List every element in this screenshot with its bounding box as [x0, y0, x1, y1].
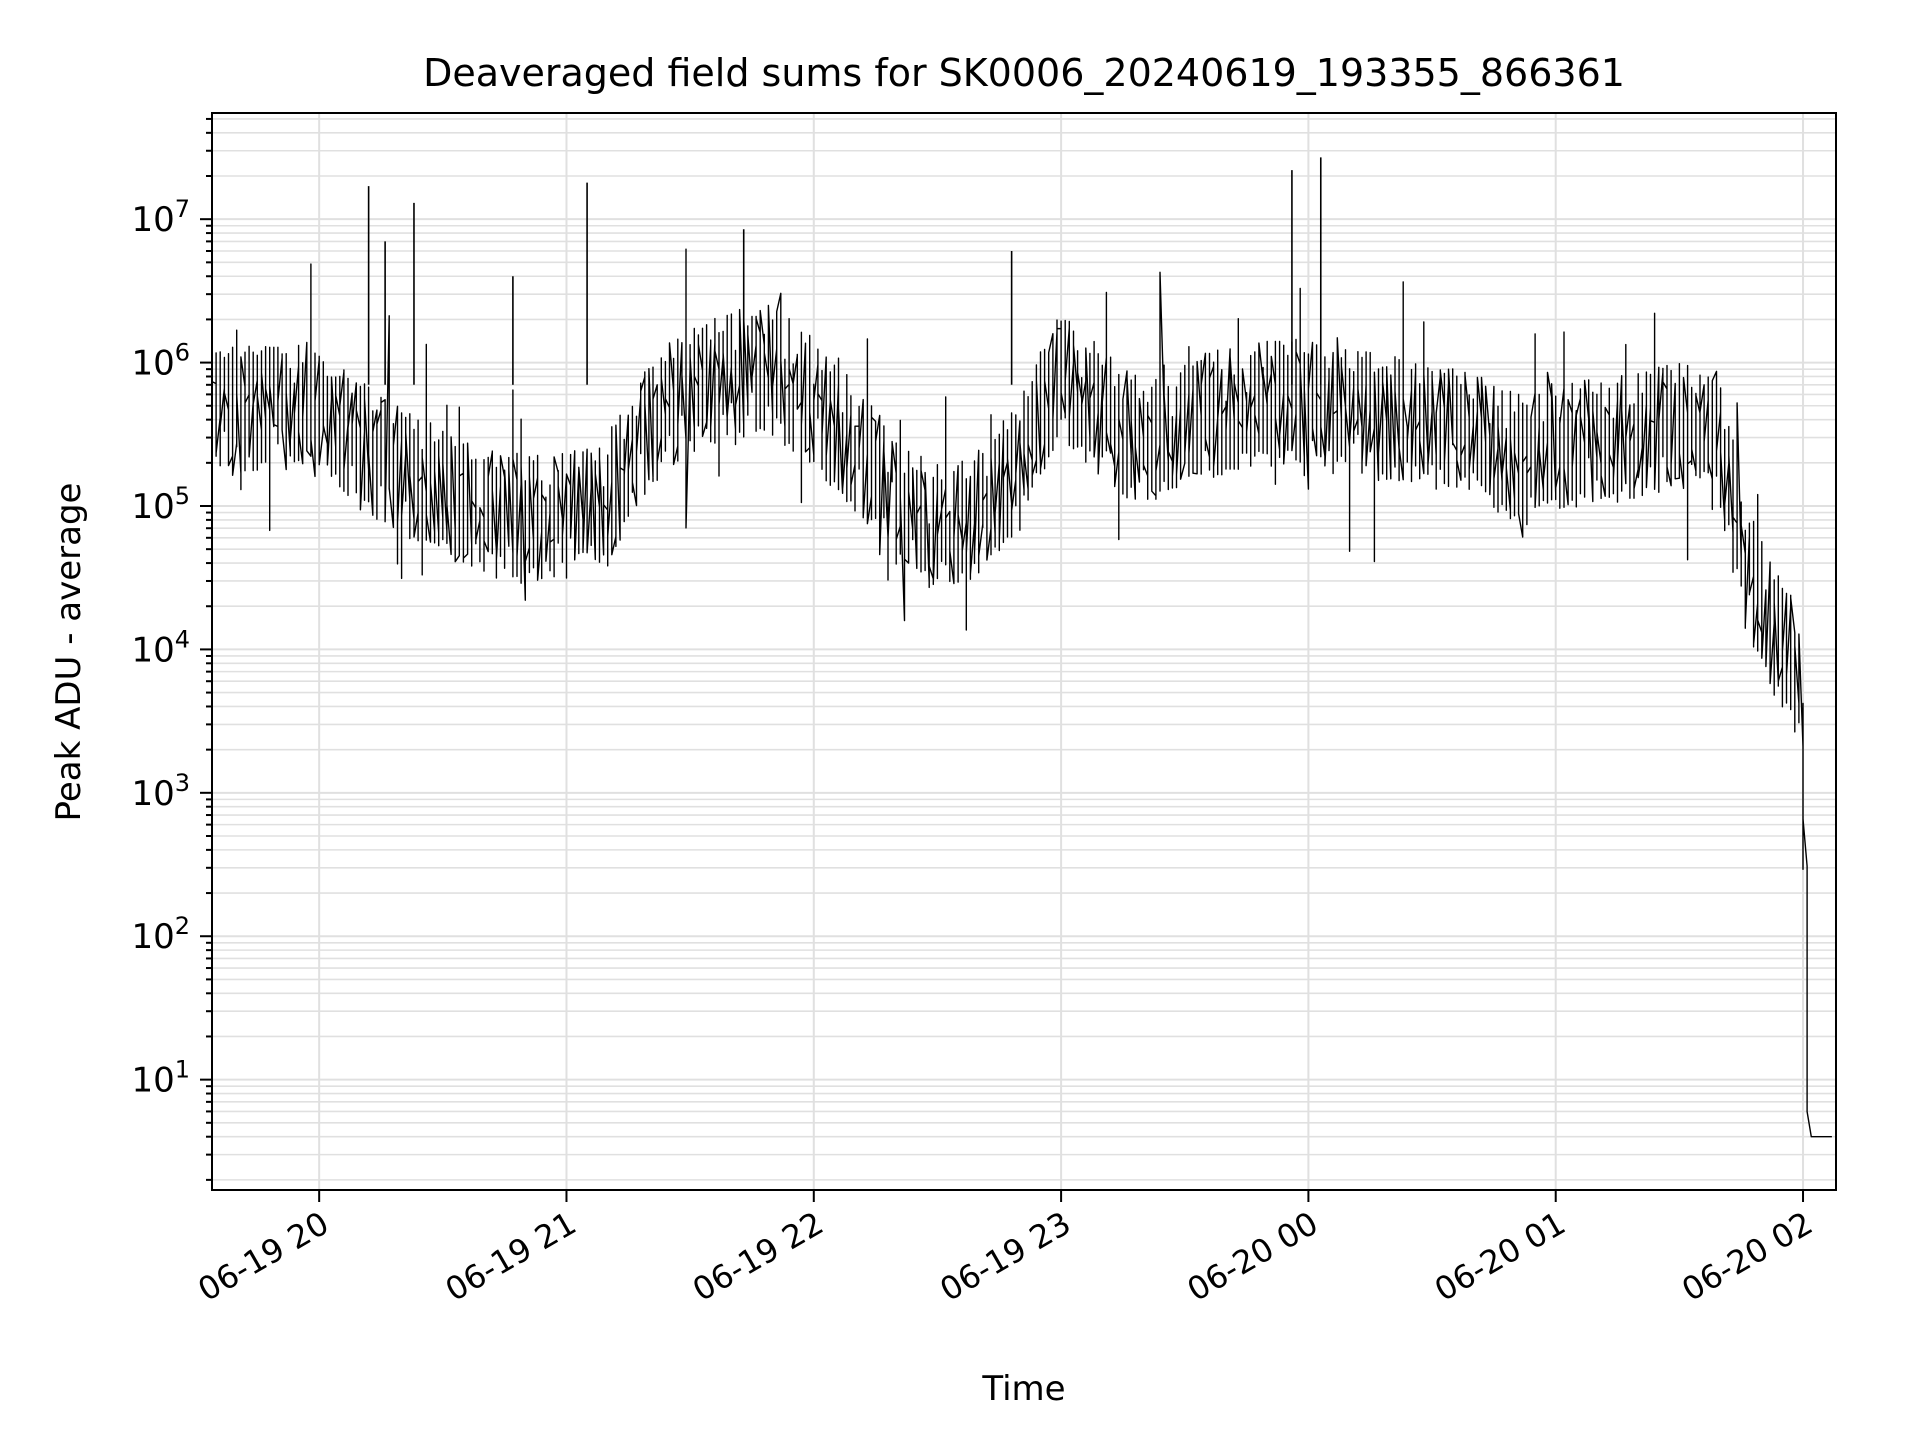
y-axis-label: Peak ADU - average	[49, 483, 89, 822]
y-tick-label: 105	[131, 482, 190, 527]
x-tick-label: 06-20 02	[1675, 1204, 1819, 1309]
y-tick-label: 106	[131, 339, 190, 384]
x-tick-label: 06-19 21	[439, 1204, 583, 1309]
y-tick-label: 107	[131, 195, 190, 240]
plot-background	[212, 113, 1836, 1190]
x-tick-label: 06-20 00	[1181, 1204, 1325, 1309]
x-axis-label: Time	[981, 1369, 1065, 1409]
x-tick-label: 06-20 01	[1428, 1204, 1572, 1309]
grid	[212, 113, 1836, 1190]
y-tick-label: 102	[131, 912, 190, 957]
y-tick-label: 101	[131, 1056, 190, 1101]
plot-frame	[211, 112, 1837, 1191]
x-tick-label: 06-19 22	[686, 1204, 830, 1309]
data-series	[211, 157, 1832, 1138]
series-line	[211, 248, 1832, 1138]
y-tick-label: 103	[131, 769, 190, 814]
y-tick-label: 104	[131, 625, 190, 670]
x-tick-label: 06-19 20	[192, 1204, 336, 1309]
chart-title: Deaveraged field sums for SK0006_2024061…	[423, 51, 1625, 95]
x-tick-label: 06-19 23	[933, 1204, 1077, 1309]
